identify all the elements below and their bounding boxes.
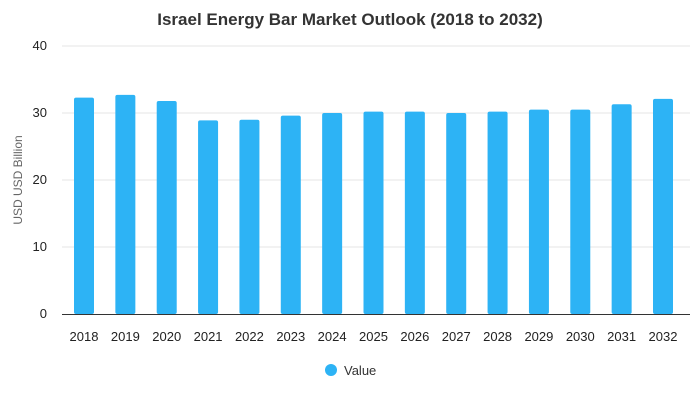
legend[interactable]: Value	[325, 363, 376, 378]
x-tick-label: 2020	[152, 329, 181, 344]
x-tick-label: 2029	[524, 329, 553, 344]
x-axis-ticks: 2018 2019 2020 2021 2022 2023 2024 2025 2026 2027…	[70, 329, 678, 344]
x-tick-label: 2025	[359, 329, 388, 344]
x-tick-label: 2028	[483, 329, 512, 344]
bar-2019[interactable]	[115, 94, 136, 314]
x-tick-label: 2021	[194, 329, 223, 344]
x-tick-label: 2027	[442, 329, 471, 344]
x-tick-label: 2030	[566, 329, 595, 344]
bar-2026[interactable]	[404, 111, 425, 314]
x-tick-label: 2018	[70, 329, 99, 344]
bar-2028[interactable]	[487, 111, 508, 314]
x-tick-label: 2026	[400, 329, 429, 344]
bar-2031[interactable]	[611, 104, 632, 314]
bar-2018[interactable]	[74, 97, 94, 314]
bar-2024[interactable]	[322, 113, 343, 314]
x-tick-label: 2024	[318, 329, 347, 344]
bar-2022[interactable]	[239, 119, 260, 314]
chart-title: Israel Energy Bar Market Outlook (2018 t…	[157, 10, 543, 29]
y-tick-label: 30	[33, 105, 47, 120]
y-tick-label: 0	[40, 306, 47, 321]
y-axis-title: USD USD Billion	[11, 135, 25, 224]
x-tick-label: 2031	[607, 329, 636, 344]
y-tick-label: 10	[33, 239, 47, 254]
x-tick-label: 2019	[111, 329, 140, 344]
y-tick-label: 40	[33, 38, 47, 53]
bar-2021[interactable]	[198, 120, 219, 315]
bar-2032[interactable]	[653, 98, 673, 315]
x-tick-label: 2023	[276, 329, 305, 344]
legend-swatch-value[interactable]	[325, 364, 337, 376]
bar-2029[interactable]	[528, 109, 549, 315]
bar-2030[interactable]	[570, 109, 591, 315]
y-axis-ticks: 0 10 20 30 40	[33, 38, 47, 321]
y-tick-label: 20	[33, 172, 47, 187]
bar-2023[interactable]	[280, 115, 301, 315]
bar-2020[interactable]	[156, 100, 177, 314]
x-tick-label: 2032	[649, 329, 678, 344]
x-tick-label: 2022	[235, 329, 264, 344]
legend-label-value[interactable]: Value	[344, 363, 376, 378]
bar-2027[interactable]	[446, 113, 467, 314]
bars	[74, 94, 673, 315]
bar-2025[interactable]	[363, 111, 384, 314]
